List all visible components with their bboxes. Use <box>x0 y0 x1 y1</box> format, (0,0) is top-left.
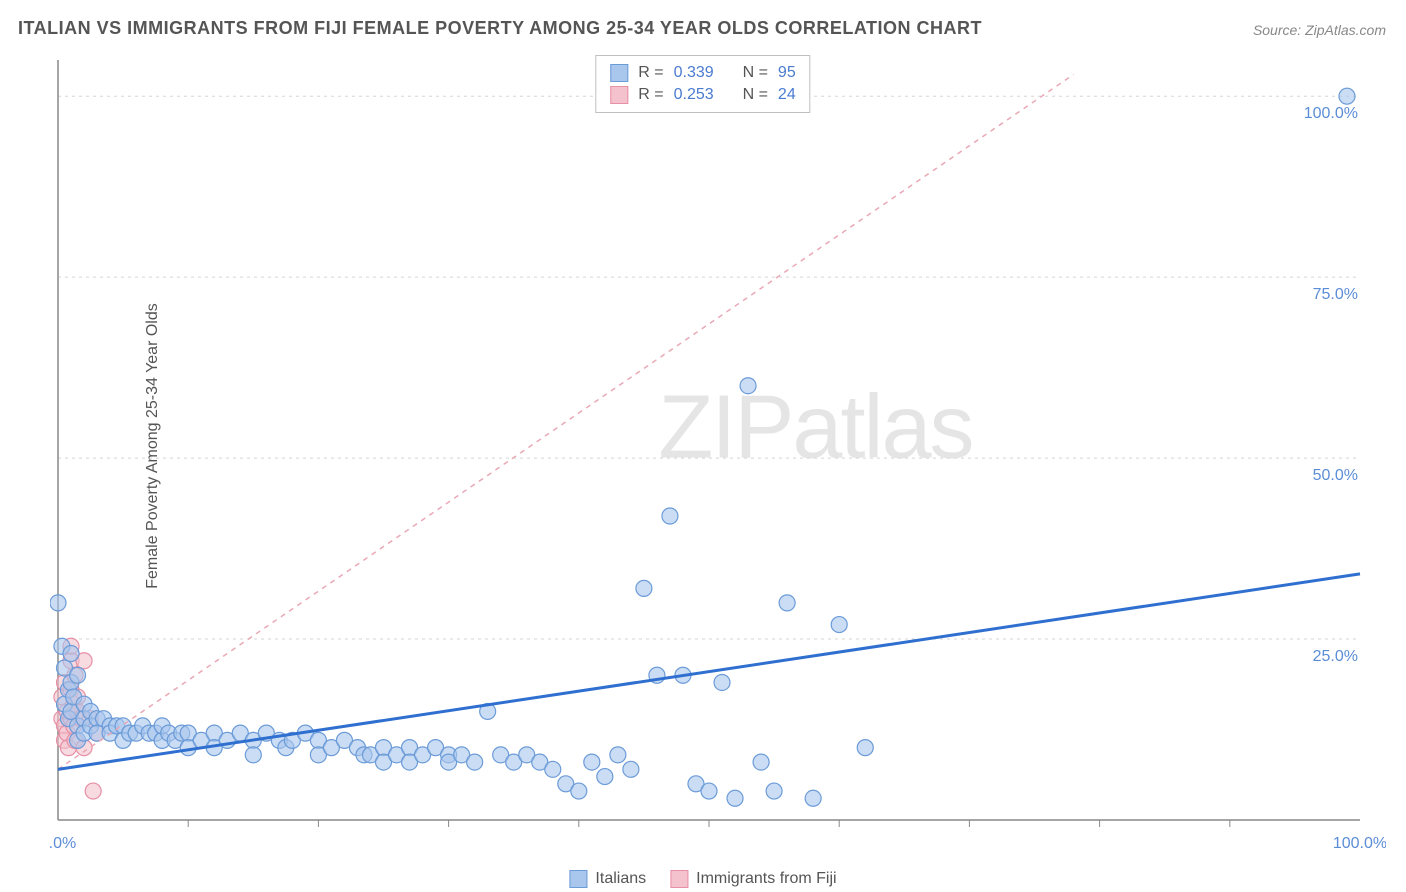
legend-item: Italians <box>569 870 646 888</box>
svg-text:0.0%: 0.0% <box>50 835 76 852</box>
legend-stats: R =0.339 N =95R =0.253 N =24 <box>595 55 810 113</box>
svg-text:50.0%: 50.0% <box>1313 467 1358 484</box>
legend-swatch <box>610 64 628 82</box>
source-label: Source: ZipAtlas.com <box>1253 22 1386 38</box>
svg-text:100.0%: 100.0% <box>1333 835 1386 852</box>
scatter-chart: 25.0% 50.0% 75.0% 100.0% 0.0% 100.0% <box>50 50 1386 852</box>
svg-text:75.0%: 75.0% <box>1313 286 1358 303</box>
chart-title: ITALIAN VS IMMIGRANTS FROM FIJI FEMALE P… <box>18 18 982 39</box>
legend-label: Italians <box>595 870 646 888</box>
legend-stat-row: R =0.253 N =24 <box>610 84 795 106</box>
svg-text:25.0%: 25.0% <box>1313 648 1358 665</box>
svg-text:100.0%: 100.0% <box>1304 105 1358 122</box>
legend-swatch <box>569 870 587 888</box>
legend-label: Immigrants from Fiji <box>696 870 836 888</box>
legend-item: Immigrants from Fiji <box>670 870 836 888</box>
legend-series: Italians Immigrants from Fiji <box>569 870 836 888</box>
legend-stat-row: R =0.339 N =95 <box>610 62 795 84</box>
legend-swatch <box>670 870 688 888</box>
legend-swatch <box>610 86 628 104</box>
